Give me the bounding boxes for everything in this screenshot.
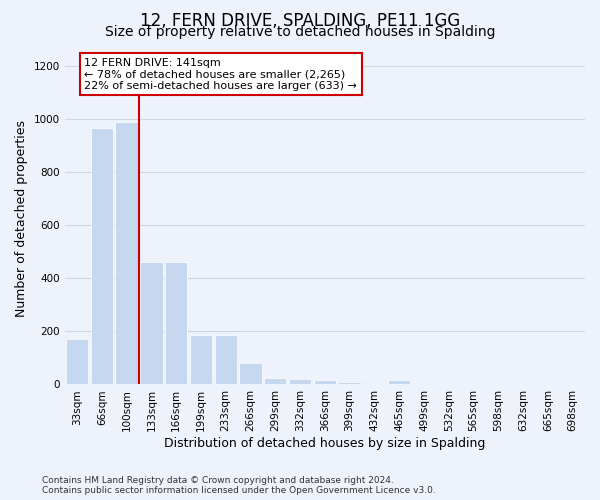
Bar (239, 363, 262, 384)
Bar (91, 128, 113, 384)
Bar (264, 378, 286, 384)
Bar (190, 336, 212, 384)
X-axis label: Distribution of detached houses by size in Spalding: Distribution of detached houses by size … (164, 437, 485, 450)
Y-axis label: Number of detached properties: Number of detached properties (15, 120, 28, 317)
Text: Size of property relative to detached houses in Spalding: Size of property relative to detached ho… (105, 25, 495, 39)
Bar (215, 336, 237, 384)
Bar (115, 122, 138, 384)
Bar (140, 262, 163, 384)
Bar (314, 380, 336, 384)
Text: 12 FERN DRIVE: 141sqm
← 78% of detached houses are smaller (2,265)
22% of semi-d: 12 FERN DRIVE: 141sqm ← 78% of detached … (85, 58, 358, 91)
Text: 12, FERN DRIVE, SPALDING, PE11 1GG: 12, FERN DRIVE, SPALDING, PE11 1GG (140, 12, 460, 30)
Bar (289, 379, 311, 384)
Bar (165, 262, 187, 384)
Bar (388, 380, 410, 384)
Bar (338, 382, 361, 384)
Bar (66, 340, 88, 384)
Text: Contains HM Land Registry data © Crown copyright and database right 2024.
Contai: Contains HM Land Registry data © Crown c… (42, 476, 436, 495)
